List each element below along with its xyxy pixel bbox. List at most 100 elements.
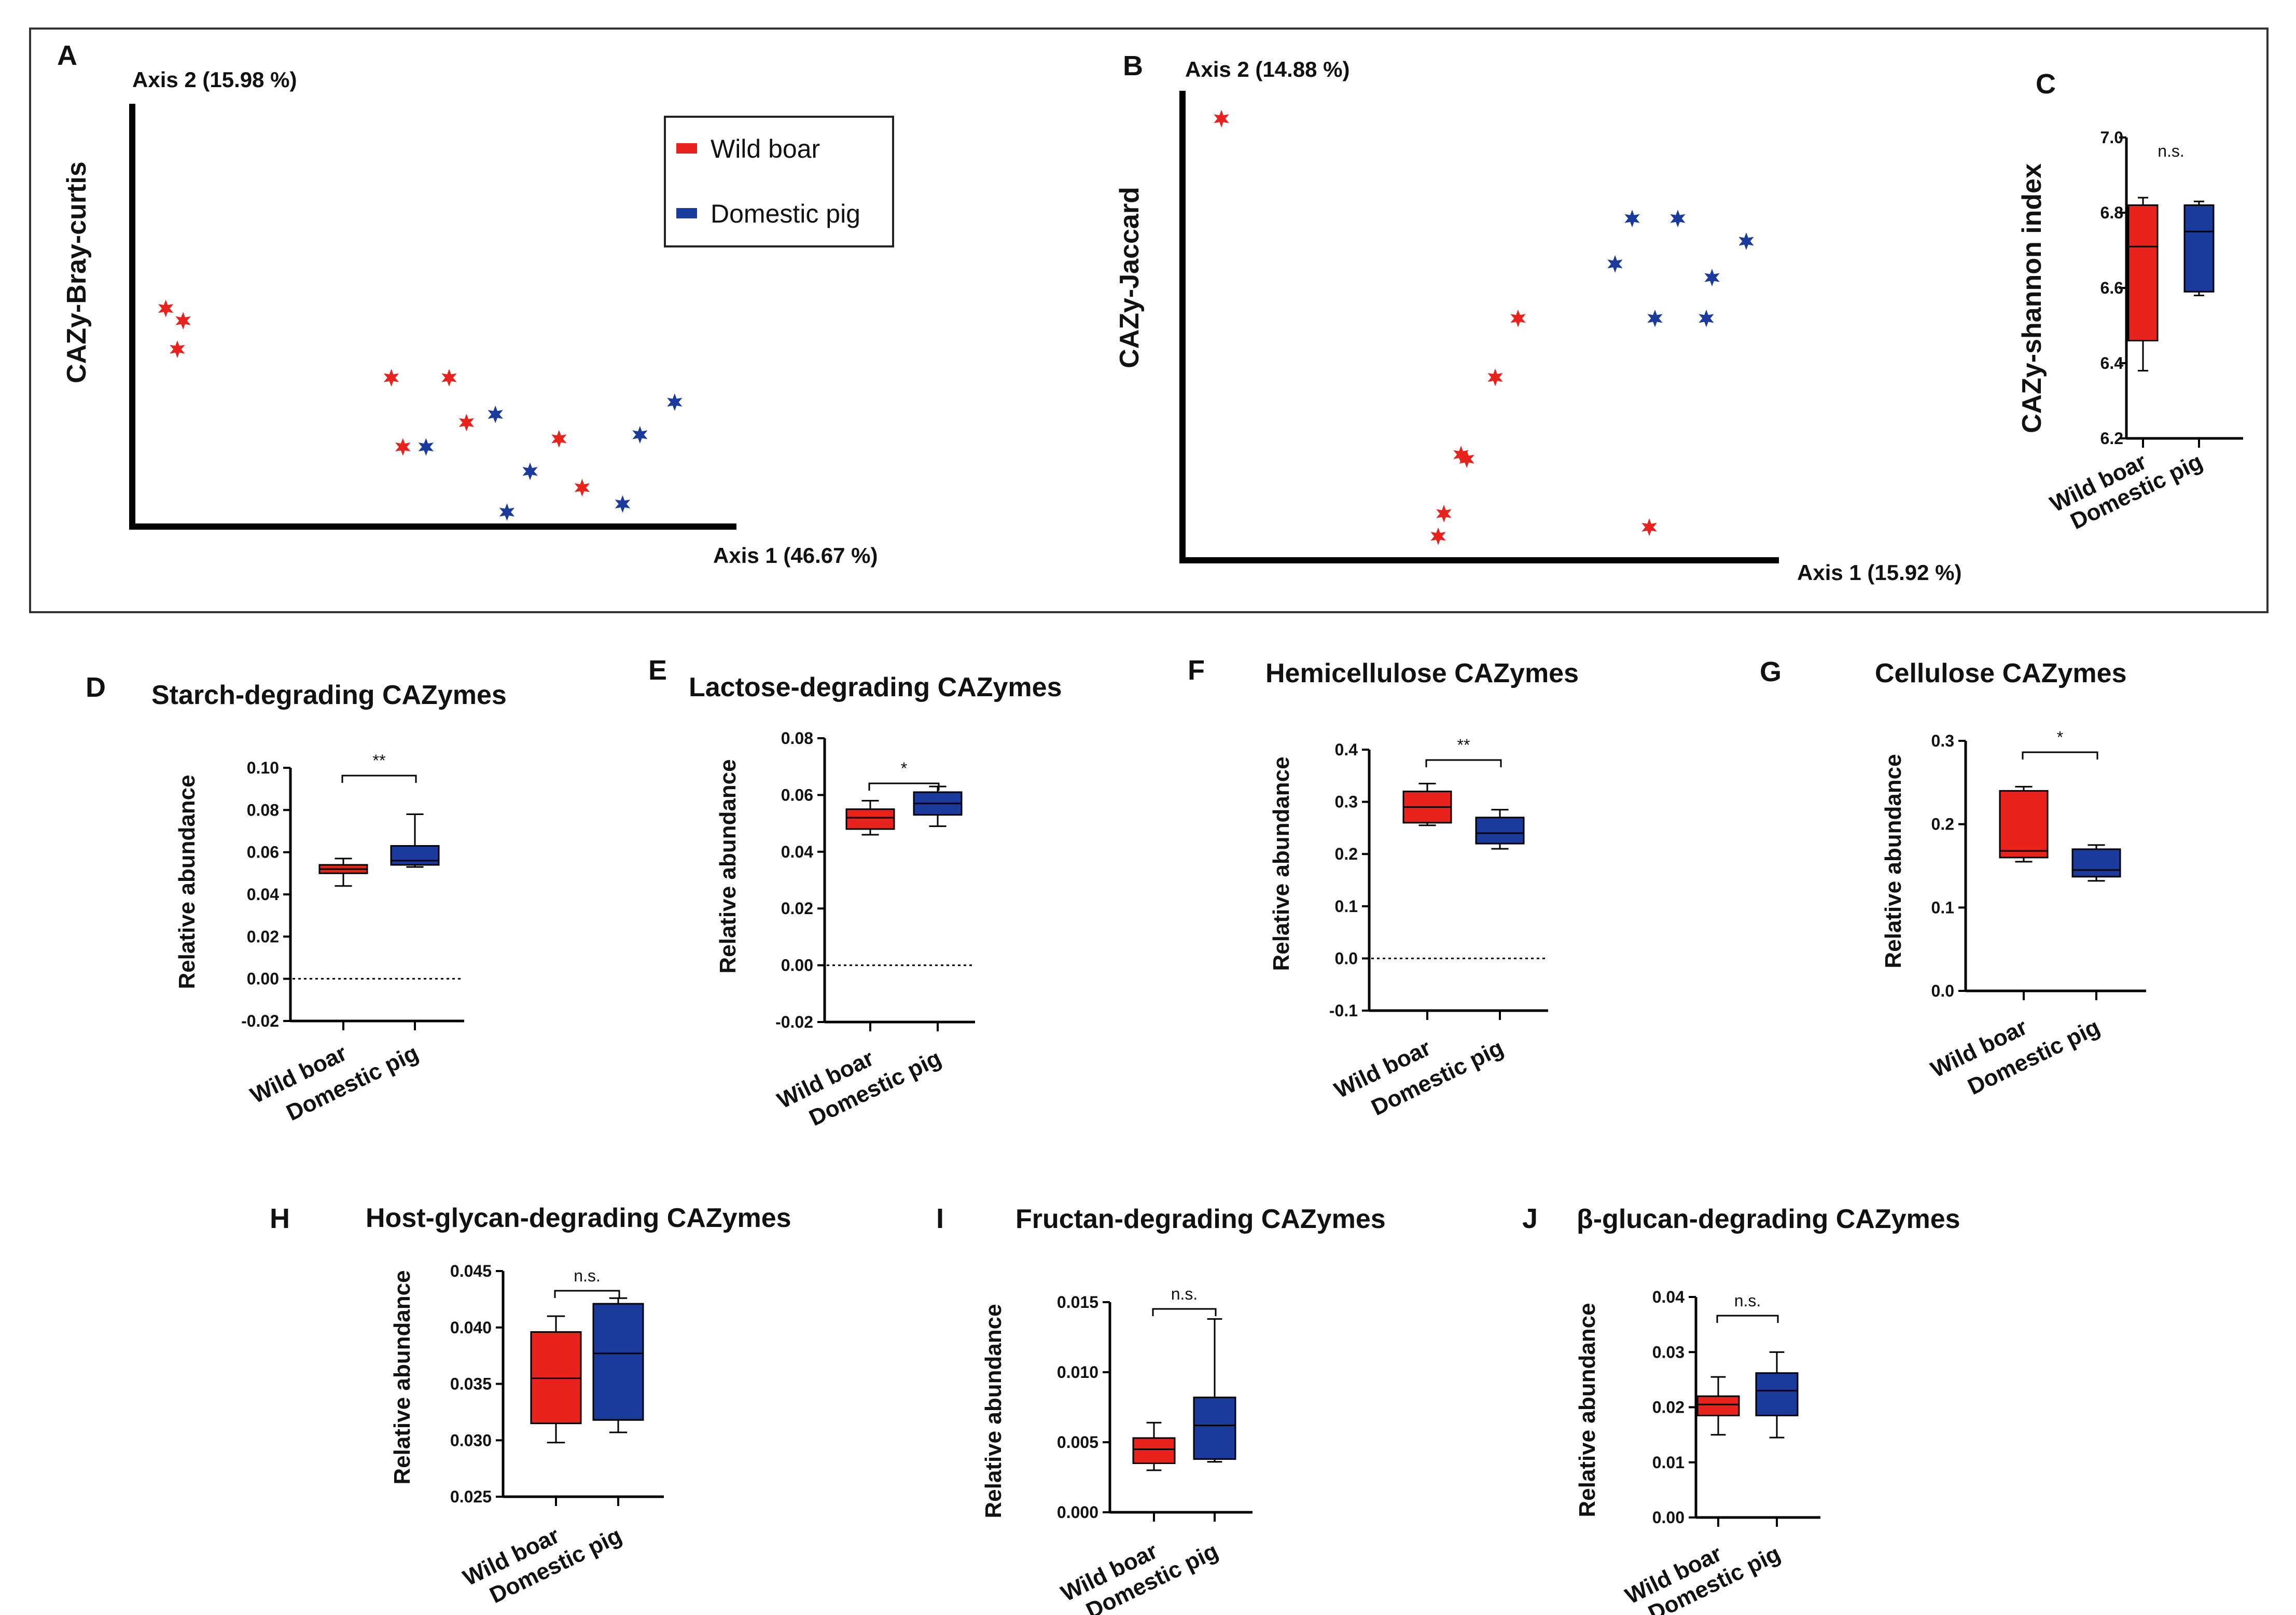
panel-title: Host-glycan-degrading CAZymes [366, 1203, 791, 1233]
y-tick-label: 0.06 [781, 785, 813, 804]
legend-frame [664, 116, 894, 247]
box-iqr [1999, 790, 2049, 859]
box-domestic-pig [592, 1297, 644, 1433]
panel-i: I Fructan-degrading CAZymes Relative abund… [936, 1203, 1386, 1615]
significance-bracket [868, 782, 940, 791]
box-wild-boar [1132, 1421, 1176, 1471]
panel-letter-j: J [1522, 1203, 1538, 1234]
point-domestic-pig [1647, 309, 1663, 327]
box-wild-boar [1696, 1376, 1740, 1436]
y-axis-label: Relative abundance [715, 759, 741, 973]
y-tick-label: 0.04 [781, 843, 813, 861]
y-tick-label: 0.040 [450, 1318, 492, 1337]
y-tick-label: 0.025 [450, 1487, 492, 1506]
point-domestic-pig [1670, 210, 1686, 228]
y-tick-label: 7.0 [2100, 128, 2123, 147]
significance-bracket [1425, 759, 1502, 767]
y-axis-title: Axis 2 (15.98 %) [132, 67, 297, 92]
y-tick-label: 0.4 [1335, 740, 1358, 759]
legend-entry: Wild boar [711, 134, 820, 163]
significance-bracket [554, 1290, 620, 1298]
panel-title: Fructan-degrading CAZymes [1015, 1204, 1386, 1234]
box-iqr [1193, 1397, 1236, 1460]
significance-label: ** [1457, 736, 1470, 754]
panel-letter-d: D [86, 672, 106, 703]
y-axis-label: Relative abundance [389, 1270, 415, 1484]
point-wild-boar [1641, 518, 1657, 536]
panel-title: Lactose-degrading CAZymes [689, 672, 1062, 702]
y-tick-label: 0.04 [1652, 1288, 1685, 1306]
point-domestic-pig [1738, 232, 1754, 250]
box-iqr [1755, 1372, 1799, 1416]
point-wild-boar [395, 438, 411, 456]
point-domestic-pig [1624, 210, 1640, 228]
point-domestic-pig [632, 426, 648, 444]
panel-f: F Hemicellulose CAZymes Relative abundance… [1188, 655, 1579, 1121]
y-tick-label: -0.02 [241, 1012, 279, 1030]
point-wild-boar [458, 413, 475, 432]
y-axis-label: Relative abundance [1881, 754, 1906, 968]
y-tick-label: 0.2 [1335, 845, 1358, 863]
panel-letter-b: B [1123, 50, 1143, 81]
panel-a: A Axis 2 (15.98 %) Axis 1 (46.67 %) CAZy-Br… [57, 40, 894, 568]
box-iqr [1475, 817, 1525, 845]
point-wild-boar [1436, 505, 1452, 522]
y-tick-label: 0.015 [1057, 1293, 1098, 1312]
box-iqr [845, 808, 895, 830]
y-tick-label: 0.08 [781, 729, 813, 748]
box-wild-boar [845, 799, 895, 836]
y-tick-label: 0.3 [1931, 731, 1954, 750]
box-domestic-pig [2183, 200, 2215, 296]
point-wild-boar [158, 299, 174, 318]
y-tick-label: 0.01 [1652, 1453, 1685, 1472]
y-axis-label: Relative abundance [981, 1304, 1006, 1518]
y-tick-label: 0.045 [450, 1262, 492, 1280]
significance-label: n.s. [1734, 1291, 1761, 1310]
ordination-frame [29, 27, 2269, 613]
box-iqr [2071, 848, 2121, 878]
point-domestic-pig [615, 495, 631, 513]
y-axis-title: Axis 2 (14.88 %) [1185, 57, 1350, 81]
y-tick-label: 0.0 [1931, 982, 1954, 1000]
x-axis-title: Axis 1 (46.67 %) [713, 543, 878, 568]
box-iqr [2183, 204, 2215, 293]
box-wild-boar [318, 858, 368, 887]
y-tick-label: 0.02 [247, 927, 279, 946]
legend: Wild boar Domestic pig [664, 116, 894, 247]
point-domestic-pig [499, 503, 515, 521]
y-tick-label: 0.1 [1335, 897, 1358, 916]
panel-letter-c: C [2036, 68, 2056, 100]
panel-g: G Cellulose CAZymes Relative abundance 0.0 0… [1760, 656, 2146, 1100]
significance-bracket [1716, 1315, 1779, 1323]
significance-bracket [341, 775, 417, 783]
panel-title: Starch-degrading CAZymes [151, 680, 507, 710]
box-iqr [1132, 1437, 1176, 1464]
y-tick-label: 6.8 [2100, 203, 2123, 222]
y-tick-label: 0.2 [1931, 815, 1954, 834]
box-domestic-pig [390, 813, 440, 868]
significance-label: n.s. [574, 1266, 601, 1285]
box-domestic-pig [913, 785, 963, 827]
point-wild-boar [1453, 446, 1469, 464]
y-tick-label: 0.005 [1057, 1433, 1098, 1452]
y-tick-label: 0.02 [1652, 1398, 1685, 1417]
y-tick-label: 0.0 [1335, 949, 1358, 968]
box-domestic-pig [1755, 1351, 1799, 1439]
panel-letter-g: G [1760, 656, 1782, 687]
point-wild-boar [441, 369, 457, 387]
significance-label: * [2057, 728, 2063, 747]
point-wild-boar [1487, 368, 1503, 387]
panel-letter-a: A [57, 40, 77, 71]
significance-label: n.s. [2158, 142, 2184, 160]
y-tick-label: 0.02 [781, 899, 813, 918]
legend-swatch [676, 208, 697, 218]
box-iqr [1696, 1395, 1740, 1416]
legend-entry: Domestic pig [711, 199, 860, 228]
point-wild-boar [1214, 109, 1229, 128]
y-tick-label: 0.03 [1652, 1343, 1685, 1361]
box-iqr [390, 845, 440, 866]
significance-label: n.s. [1171, 1285, 1198, 1303]
panel-letter-f: F [1188, 655, 1205, 686]
y-tick-label: 6.6 [2100, 279, 2123, 297]
